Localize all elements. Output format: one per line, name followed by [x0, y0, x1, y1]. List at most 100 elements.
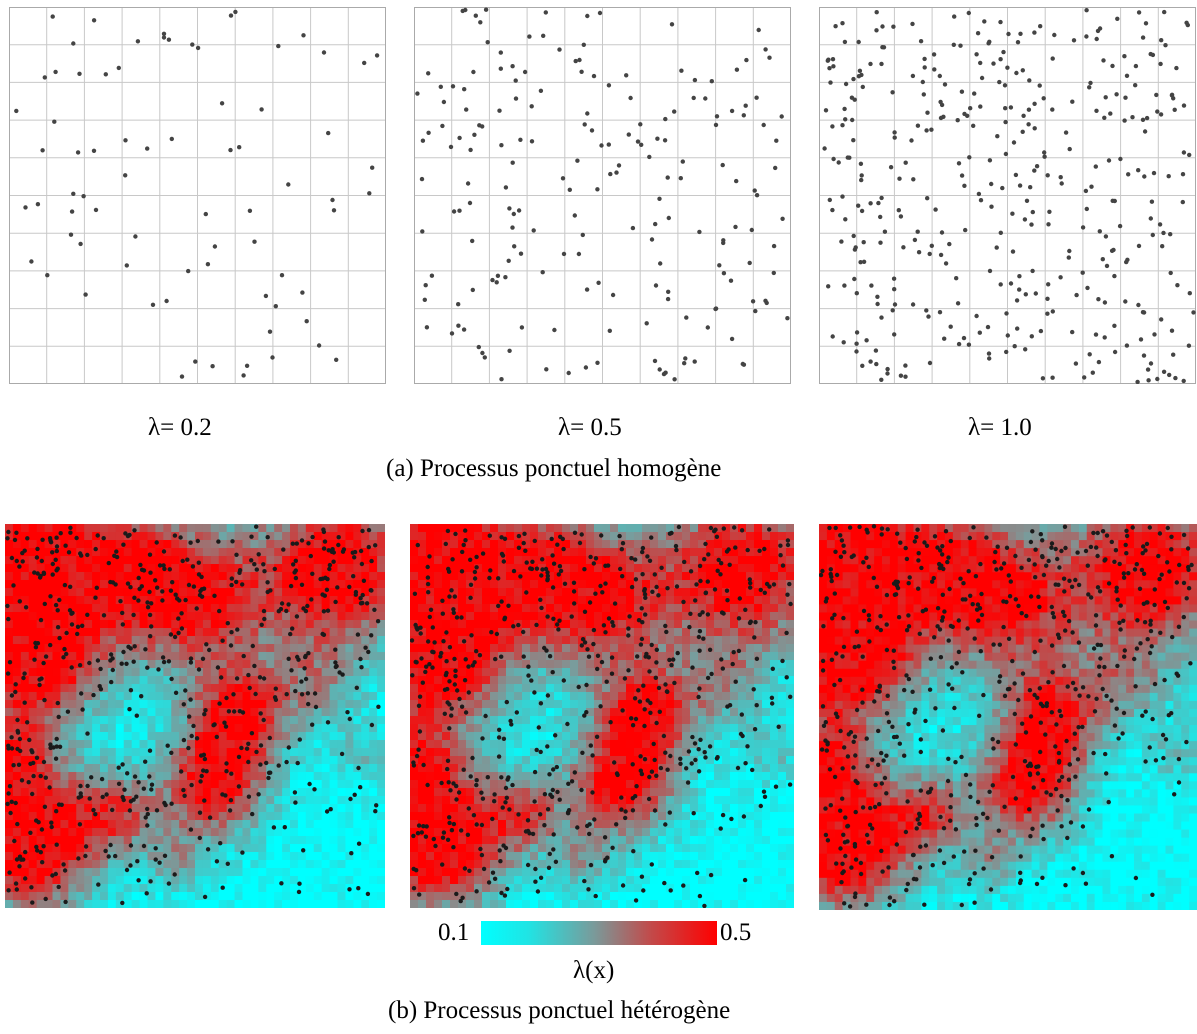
field-cell [570, 636, 579, 645]
field-cell [147, 860, 157, 869]
field-cell [147, 636, 157, 645]
field-cell [514, 556, 523, 565]
point [256, 792, 261, 797]
field-cell [52, 676, 62, 685]
field-cell [353, 636, 362, 645]
point [874, 361, 879, 367]
field-cell [345, 644, 354, 653]
field-cell [634, 676, 643, 685]
field-cell [187, 724, 196, 733]
point [1114, 92, 1119, 97]
field-cell [466, 692, 475, 701]
field-cell [68, 580, 77, 589]
field-cell [242, 556, 252, 565]
field-cell [163, 564, 172, 573]
point [34, 818, 39, 823]
point [709, 79, 714, 84]
field-cell [107, 668, 117, 677]
field-cell [353, 812, 362, 821]
field-cell [242, 572, 252, 581]
field-cell [305, 660, 315, 669]
point [103, 848, 108, 854]
field-cell [466, 612, 475, 621]
field-cell [570, 612, 579, 621]
field-cell [139, 540, 149, 549]
field-cell [76, 716, 85, 725]
field-cell [770, 540, 779, 549]
point [148, 879, 153, 884]
point [246, 794, 252, 799]
field-cell [290, 756, 299, 765]
point [198, 779, 203, 784]
field-cell [594, 548, 603, 557]
field-cell [115, 644, 125, 653]
field-cell [107, 868, 117, 877]
field-cell [337, 756, 347, 765]
point [599, 143, 604, 148]
point [929, 127, 934, 132]
point [1063, 130, 1069, 135]
point [839, 239, 844, 244]
field-cell [290, 796, 299, 805]
field-cell [60, 788, 69, 797]
field-cell [123, 780, 133, 789]
field-cell [210, 620, 220, 629]
field-cell [426, 684, 435, 693]
field-cell [266, 852, 275, 861]
field-cell [187, 764, 196, 773]
field-cell [482, 612, 491, 621]
field-cell [12, 524, 22, 533]
point [68, 530, 73, 535]
field-cell [337, 596, 347, 605]
field-cell [418, 596, 427, 605]
field-cell [594, 564, 603, 573]
field-cell [313, 588, 323, 597]
field-cell [266, 884, 275, 893]
field-cell [218, 892, 228, 901]
point [764, 300, 769, 306]
point [879, 377, 884, 382]
field-cell [226, 620, 236, 629]
point [120, 610, 125, 616]
field-cell [195, 684, 204, 693]
point [1112, 323, 1117, 328]
field-cell [258, 700, 267, 709]
field-cell [163, 660, 172, 669]
field-cell [337, 724, 347, 733]
field-cell [610, 604, 619, 613]
field-cell [52, 884, 62, 893]
field-cell [522, 660, 531, 669]
field-cell [202, 676, 212, 685]
field-cell [610, 524, 619, 533]
field-cell [12, 740, 22, 749]
field-cell [76, 900, 85, 908]
field-cell [602, 716, 611, 725]
field-cell [115, 676, 125, 685]
field-cell [258, 772, 267, 781]
field-cell [297, 660, 307, 669]
point [922, 65, 927, 70]
field-cell [730, 732, 739, 741]
field-cell [163, 604, 172, 613]
point [284, 608, 289, 614]
field-cell [369, 684, 378, 693]
field-cell [377, 716, 385, 725]
field-cell [290, 596, 299, 605]
field-cell [195, 844, 204, 853]
point [1015, 326, 1020, 331]
field-cell [562, 612, 571, 621]
field-cell [12, 628, 22, 637]
field-cell [282, 764, 291, 773]
point [498, 50, 503, 55]
point [529, 104, 534, 109]
field-cell [530, 692, 539, 701]
point [457, 208, 462, 213]
point [17, 864, 22, 869]
field-cell [123, 676, 133, 685]
field-cell [226, 556, 236, 565]
point [1002, 83, 1008, 88]
field-cell [762, 660, 771, 669]
field-cell [107, 644, 117, 653]
field-cell [226, 780, 236, 789]
field-cell [546, 668, 555, 677]
